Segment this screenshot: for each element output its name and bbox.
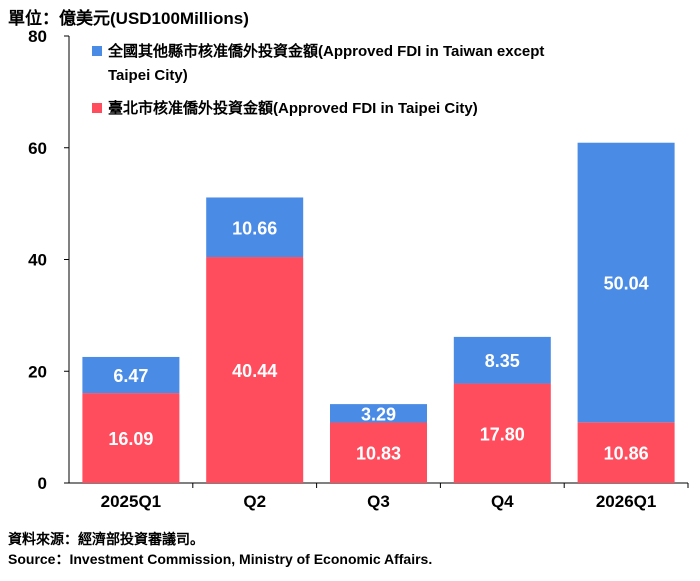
legend-label: Taipei City): [108, 67, 188, 84]
bar-segment: [82, 356, 180, 394]
y-tick-label: 0: [38, 474, 47, 493]
data-label: 16.09: [108, 429, 153, 449]
bar-segment: [206, 257, 304, 483]
x-tick-label: Q2: [243, 492, 266, 511]
bar-segment: [82, 393, 180, 483]
source-note: 資料來源：經濟部投資審議司。 Source：Investment Commiss…: [8, 529, 432, 569]
x-tick-label: 2026Q1: [596, 492, 657, 511]
bar-segment: [330, 404, 427, 423]
legend-label: 臺北市核准僑外投資金額(Approved FDI in Taipei City): [108, 99, 478, 117]
y-tick-label: 60: [28, 139, 47, 158]
bar-segment: [330, 422, 427, 483]
x-tick-label: Q4: [491, 492, 514, 511]
y-tick-label: 80: [28, 27, 47, 46]
legend: 全國其他縣市核准僑外投資金額(Approved FDI in Taiwan ex…: [92, 42, 544, 117]
data-label: 40.44: [232, 361, 277, 381]
data-label: 10.86: [604, 444, 649, 464]
bar-segment: [577, 422, 675, 483]
bar-segment: [453, 336, 551, 384]
source-en: Source：Investment Commission, Ministry o…: [8, 551, 433, 567]
data-label: 10.83: [356, 444, 401, 464]
bar-segment: [577, 142, 675, 423]
data-label: 6.47: [113, 366, 148, 386]
data-label: 17.80: [480, 424, 525, 444]
data-label: 8.35: [485, 351, 520, 371]
data-label: 10.66: [232, 218, 277, 238]
stacked-bar-chart: 0 20 40 60 80 16.09 6.47 2025Q1 40.44 10.66 Q2 10.8…: [28, 27, 689, 511]
bar-segment: [453, 383, 551, 483]
plot-area: 0 20 40 60 80 16.09 6.47 2025Q1 40.44 10.66 Q2 10.8…: [28, 27, 689, 511]
y-tick-label: 20: [28, 362, 47, 381]
legend-label: 全國其他縣市核准僑外投資金額(Approved FDI in Taiwan ex…: [107, 42, 544, 60]
source-zh: 資料來源：經濟部投資審議司。: [8, 531, 204, 547]
y-tick-label: 40: [28, 251, 47, 270]
legend-swatch: [92, 103, 102, 113]
data-label: 3.29: [361, 404, 396, 424]
x-tick-label: 2025Q1: [101, 492, 162, 511]
unit-label: 單位：億美元(USD100Millions): [8, 9, 249, 28]
bar-segment: [206, 197, 304, 258]
data-label: 50.04: [604, 274, 649, 294]
legend-swatch: [92, 46, 102, 56]
x-tick-label: Q3: [367, 492, 390, 511]
